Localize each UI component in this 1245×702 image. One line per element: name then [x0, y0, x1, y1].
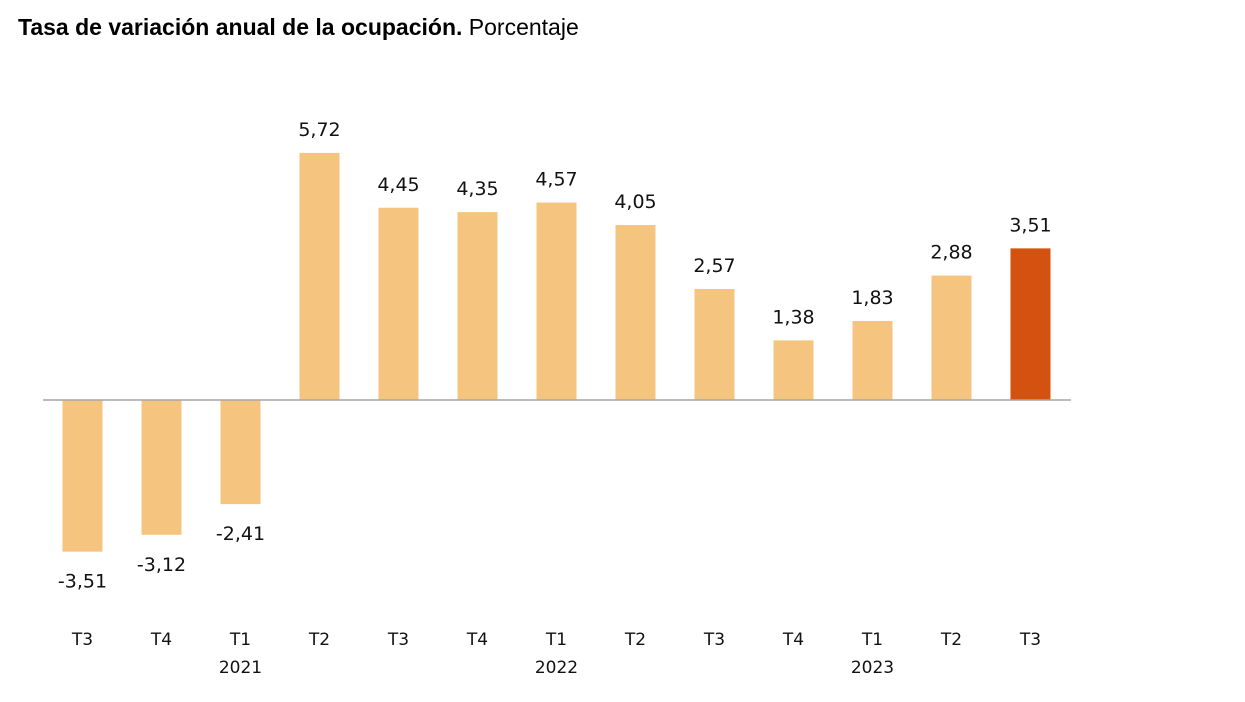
data-label: 2,88 [930, 242, 972, 264]
chart-title-main: Tasa de variación anual de la ocupación. [18, 14, 463, 40]
data-label: 4,45 [377, 174, 419, 196]
x-tick-label: T4 [150, 630, 172, 650]
data-label: -2,41 [216, 523, 265, 545]
x-tick-label: T4 [782, 630, 804, 650]
bar [536, 202, 577, 400]
x-tick-label: T2 [940, 630, 962, 650]
x-tick-label: T1 [229, 630, 251, 650]
data-label: -3,51 [58, 571, 107, 593]
data-label: 4,35 [456, 178, 498, 200]
bar [457, 212, 498, 400]
bar [852, 320, 893, 400]
bar [1010, 248, 1051, 400]
x-year-label: 2023 [851, 658, 894, 678]
bar [931, 275, 972, 400]
bar [773, 340, 814, 400]
x-year-label: 2022 [535, 658, 578, 678]
data-label: 1,38 [772, 306, 814, 328]
x-tick-label: T3 [387, 630, 409, 650]
x-tick-label: T4 [466, 630, 488, 650]
data-label: 4,05 [614, 191, 656, 213]
chart-title-unit: Porcentaje [468, 14, 579, 40]
x-tick-label: T3 [71, 630, 93, 650]
x-tick-label: T1 [861, 630, 883, 650]
data-label: 2,57 [693, 255, 735, 277]
data-label: 3,51 [1009, 214, 1051, 236]
bar [615, 225, 656, 400]
x-year-label: 2021 [219, 658, 262, 678]
x-tick-label: T3 [1019, 630, 1041, 650]
bar [378, 207, 419, 400]
bar [62, 400, 103, 552]
data-label: 4,57 [535, 169, 577, 191]
data-label: -3,12 [137, 554, 186, 576]
data-label: 1,83 [851, 287, 893, 309]
x-tick-label: T2 [308, 630, 330, 650]
chart-title: Tasa de variación anual de la ocupación.… [18, 14, 579, 41]
data-label: 5,72 [298, 119, 340, 141]
bar [141, 400, 182, 535]
bar [220, 400, 261, 505]
x-tick-label: T2 [624, 630, 646, 650]
bar [299, 152, 340, 400]
bar [694, 288, 735, 400]
x-tick-label: T3 [703, 630, 725, 650]
x-tick-label: T1 [545, 630, 567, 650]
